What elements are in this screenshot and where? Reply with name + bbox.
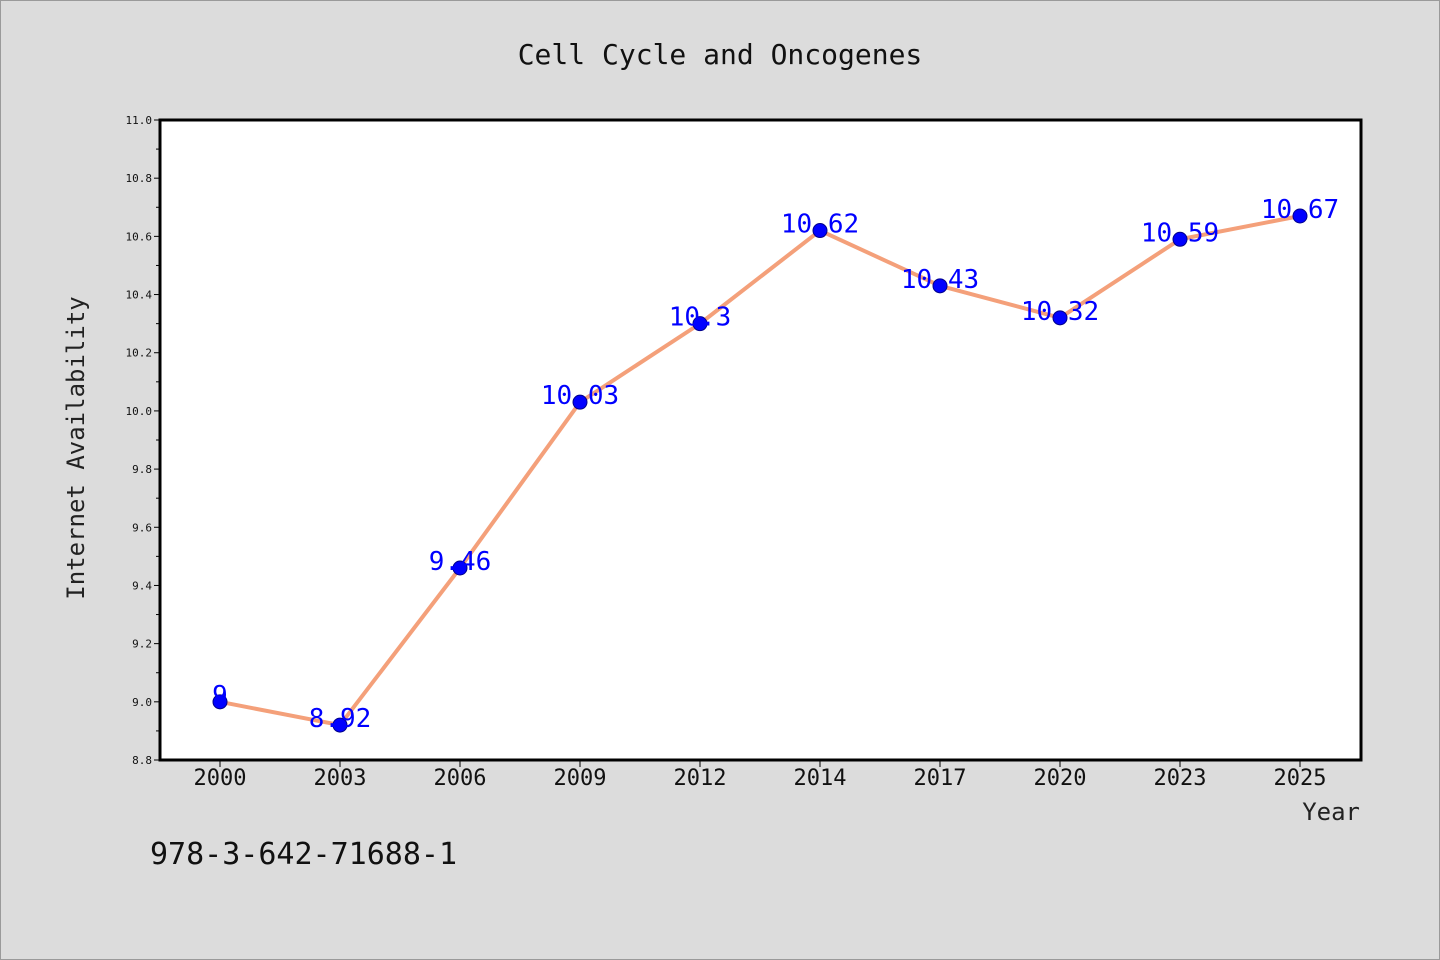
x-tick-label: 2014: [794, 766, 847, 791]
y-tick-label: 10.4: [126, 289, 153, 302]
y-tick-label: 9.6: [132, 521, 152, 534]
y-tick-label: 9.8: [132, 463, 152, 476]
y-tick-label: 10.6: [126, 230, 153, 243]
y-axis-label: Internet Availability: [62, 296, 90, 599]
x-tick-label: 2006: [434, 766, 487, 791]
y-tick-label: 9.4: [132, 579, 152, 592]
x-tick-label: 2003: [314, 766, 367, 791]
x-tick-label: 2000: [194, 766, 247, 791]
data-point: [812, 223, 828, 239]
x-tick-label: 2017: [914, 766, 967, 791]
data-point: [452, 560, 468, 576]
y-tick-label: 8.8: [132, 754, 152, 767]
x-tick-label: 2020: [1034, 766, 1087, 791]
y-axis: 8.8 9.0 9.2 9.4 9.6 9.8 10.0 10.2 10.4 10.6 10.8 11…: [126, 114, 160, 767]
plot-area: [158, 118, 1363, 762]
data-label: 10.03: [541, 381, 619, 411]
data-point: [572, 394, 588, 410]
data-point: [932, 278, 948, 294]
data-label: 10.59: [1141, 218, 1219, 248]
x-tick-label: 2012: [674, 766, 727, 791]
data-label: 9: [212, 681, 228, 711]
data-label: 10.43: [901, 265, 979, 295]
data-label: 10.62: [781, 210, 859, 240]
y-tick-label: 10.0: [126, 405, 153, 418]
chart-title: Cell Cycle and Oncogenes: [518, 38, 923, 71]
footer-isbn: 978-3-642-71688-1: [150, 837, 457, 872]
data-label: 10.32: [1021, 297, 1099, 327]
data-label: 10.67: [1261, 195, 1339, 225]
data-point: [692, 316, 708, 332]
data-point: [332, 717, 348, 733]
y-tick-label: 9.0: [132, 696, 152, 709]
data-label: 8.92: [309, 704, 372, 734]
x-tick-label: 2009: [554, 766, 607, 791]
y-tick-label: 11.0: [126, 114, 153, 127]
x-axis-label: Year: [1302, 798, 1360, 826]
data-point: [212, 694, 228, 710]
x-tick-label: 2023: [1154, 766, 1207, 791]
data-point: [1052, 310, 1068, 326]
x-tick-label: 2025: [1274, 766, 1327, 791]
data-point: [1172, 231, 1188, 247]
data-label: 10.3: [669, 303, 732, 333]
data-label: 9.46: [429, 547, 492, 577]
data-point: [1292, 208, 1308, 224]
y-tick-label: 10.8: [126, 172, 153, 185]
series-line: [219, 214, 1301, 728]
data-labels: 9 8.92 9.46 10.03 10.3 10.62 10.43 10.32 10.59 10…: [212, 195, 1339, 734]
series-markers: [212, 208, 1308, 733]
y-tick-label: 10.2: [126, 347, 153, 360]
y-tick-label: 9.2: [132, 638, 152, 651]
x-axis: 2000 2003 2006 2009 2012 2014 2017 2020 2023 2025: [194, 760, 1327, 791]
